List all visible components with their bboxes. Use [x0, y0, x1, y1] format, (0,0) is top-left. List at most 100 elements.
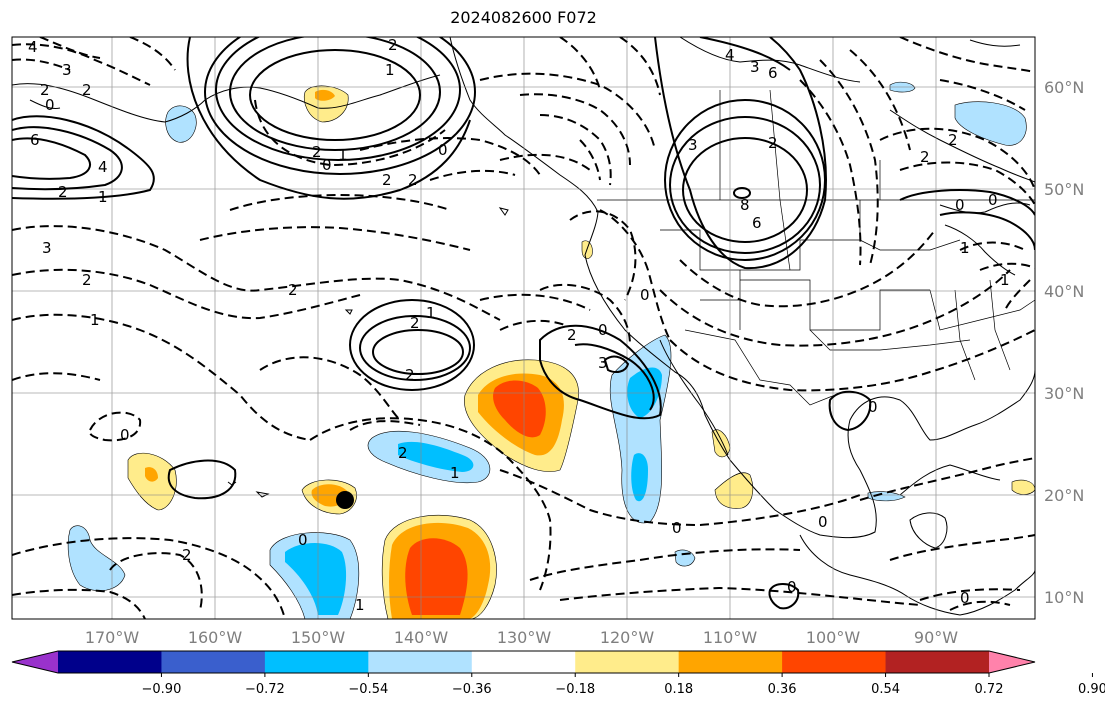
lat-label: 30°N — [1044, 384, 1084, 403]
contour-label: 0 — [960, 589, 970, 607]
contour-label: 1 — [426, 304, 436, 322]
contour-label: 0 — [598, 321, 608, 339]
contour-label: 0 — [868, 398, 878, 416]
shade-negative — [67, 525, 126, 592]
colorbar-extend-low — [12, 651, 58, 673]
contour-label: 0 — [640, 286, 650, 304]
contour-label: 4 — [725, 46, 735, 64]
contour-label: 2 — [768, 134, 778, 152]
colorbar-tick-label: 0.36 — [768, 682, 797, 697]
lon-label: 160°W — [188, 628, 243, 647]
lon-label: 100°W — [806, 628, 861, 647]
contour-label: 0 — [45, 96, 55, 114]
lat-label: 10°N — [1044, 588, 1084, 607]
contour-label: 2 — [398, 444, 408, 462]
lon-label: 130°W — [497, 628, 552, 647]
colorbar-segment — [782, 651, 887, 673]
lon-label: 150°W — [291, 628, 346, 647]
colorbar-tick-label: 0.18 — [664, 682, 693, 697]
colorbar-tick-label: −0.54 — [348, 682, 388, 697]
contour-label: 0 — [322, 156, 332, 174]
contour-label: 1 — [90, 311, 100, 329]
colorbar-tick-label: 0.90 — [1078, 682, 1105, 697]
contour-label: 2 — [312, 143, 322, 161]
longitude-labels: 170°W 160°W 150°W 140°W 130°W 120°W 110°… — [85, 628, 958, 647]
chart-title: 2024082600 F072 — [450, 8, 597, 27]
shade-negative — [867, 491, 906, 502]
contour-label: 0 — [988, 191, 998, 209]
colorbar-segment — [58, 651, 162, 673]
shade-positive-mid — [315, 89, 335, 101]
contour-label: 2 — [382, 171, 392, 189]
lon-label: 120°W — [600, 628, 655, 647]
lat-label: 60°N — [1044, 78, 1084, 97]
colorbar-segment — [368, 651, 473, 673]
shade-positive-mid — [145, 467, 158, 482]
colorbar: −0.90 −0.72 −0.54 −0.36 −0.18 0.18 0.36 0.54 0.7… — [11, 650, 1105, 697]
contour-label: 0 — [298, 531, 308, 549]
contour-label: 3 — [688, 136, 698, 154]
contour-label: 2 — [40, 81, 50, 99]
contour-label: 2 — [182, 546, 192, 564]
shade-negative-strong — [631, 453, 648, 502]
contour-label: 1 — [450, 464, 460, 482]
colorbar-segment — [471, 651, 576, 673]
map-frame — [11, 36, 1036, 620]
shade-negative — [165, 105, 197, 143]
colorbar-tick-label: −0.36 — [452, 682, 492, 697]
contour-label: 2 — [82, 271, 92, 289]
storm-marker — [336, 491, 354, 509]
colorbar-tick-label: −0.90 — [142, 682, 182, 697]
contour-label: 3 — [62, 61, 72, 79]
contour-label: 8 — [740, 196, 750, 214]
contour-label: 0 — [438, 141, 448, 159]
lon-label: 110°W — [703, 628, 758, 647]
colorbar-tick-label: −0.72 — [245, 682, 285, 697]
colorbar-segment — [885, 651, 990, 673]
contour-label: 1 — [355, 596, 365, 614]
contours-solid — [12, 37, 1035, 610]
contour-label: 2 — [410, 314, 420, 332]
lat-label: 50°N — [1044, 180, 1084, 199]
contours-dashed — [12, 37, 1035, 619]
contour-label: 0 — [120, 426, 130, 444]
shade-negative-strong — [398, 441, 474, 472]
contour-label: 2 — [58, 183, 68, 201]
shade-negative — [954, 101, 1027, 146]
contour-label: 1 — [960, 239, 970, 257]
lon-label: 170°W — [85, 628, 140, 647]
contour-labels: 4 3 2 0 2 6 4 2 1 3 2 2 1 0 2 2 2 0 1 2 … — [28, 37, 1010, 614]
contour-label: 0 — [818, 513, 828, 531]
contour-label: 2 — [948, 131, 958, 149]
contour-label: 6 — [768, 64, 778, 82]
contour-label: 4 — [28, 38, 38, 56]
contour-label: 2 — [408, 171, 418, 189]
map-area: 4 3 2 0 2 6 4 2 1 3 2 2 1 0 2 2 2 0 1 2 … — [12, 37, 1035, 619]
colorbar-tick-label: 0.54 — [871, 682, 900, 697]
contour-label: 2 — [405, 366, 415, 384]
colorbar-extend-high — [989, 651, 1035, 673]
colorbar-tick-label: −0.18 — [555, 682, 595, 697]
colorbar-segment — [575, 651, 680, 673]
contour-label: 3 — [598, 354, 608, 372]
contour-label: 6 — [30, 131, 40, 149]
lon-label: 140°W — [394, 628, 449, 647]
contour-label: 2 — [567, 326, 577, 344]
colorbar-segment — [264, 651, 369, 673]
colorbar-segment — [161, 651, 266, 673]
contour-label: 2 — [920, 148, 930, 166]
shade-positive-strong — [405, 538, 468, 615]
contour-label: 1 — [385, 61, 395, 79]
contour-label: 4 — [98, 158, 108, 176]
contour-label: 0 — [672, 519, 682, 537]
coastlines — [12, 37, 1035, 616]
contour-label: 0 — [787, 578, 797, 596]
contour-label: 1 — [1000, 271, 1010, 289]
colorbar-tick-label: 0.72 — [975, 682, 1004, 697]
contour-label: 3 — [750, 58, 760, 76]
contour-label: 6 — [752, 214, 762, 232]
contour-label: 2 — [288, 281, 298, 299]
lat-label: 40°N — [1044, 282, 1084, 301]
contour-label: 2 — [82, 81, 92, 99]
colorbar-segment — [678, 651, 783, 673]
